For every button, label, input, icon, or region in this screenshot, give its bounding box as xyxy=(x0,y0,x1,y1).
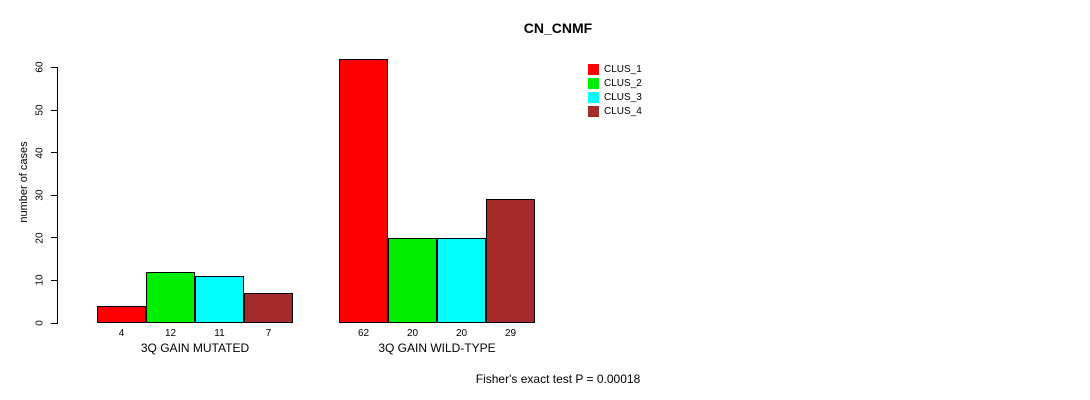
legend-swatch-icon xyxy=(588,64,599,75)
bar-value-label: 20 xyxy=(455,328,468,339)
legend: CLUS_1 CLUS_2 CLUS_3 CLUS_4 xyxy=(588,64,642,120)
legend-label: CLUS_3 xyxy=(604,92,642,103)
bar-clus_2-group2 xyxy=(388,238,437,323)
chart-title: CN_CNMF xyxy=(523,20,593,36)
bar-clus_3-group1 xyxy=(195,276,244,323)
bar-value-label: 7 xyxy=(265,328,272,339)
legend-swatch-icon xyxy=(588,78,599,89)
bar-clus_4-group1 xyxy=(244,293,293,323)
fisher-test-annotation: Fisher's exact test P = 0.00018 xyxy=(475,372,641,386)
y-axis-tick xyxy=(51,322,58,324)
bar-clus_3-group2 xyxy=(437,238,486,323)
y-axis-tick-label: 30 xyxy=(34,189,46,201)
bar-clus_4-group2 xyxy=(486,199,535,323)
y-axis-tick-label: 10 xyxy=(34,274,46,286)
bar-value-label: 29 xyxy=(504,328,517,339)
legend-item-clus_3: CLUS_3 xyxy=(588,92,642,103)
legend-label: CLUS_2 xyxy=(604,78,642,89)
y-axis-tick xyxy=(51,279,58,281)
y-axis-tick xyxy=(51,152,58,154)
bar-value-label: 4 xyxy=(118,328,125,339)
y-axis-tick-label: 20 xyxy=(34,232,46,244)
bar-value-label: 12 xyxy=(164,328,177,339)
legend-item-clus_4: CLUS_4 xyxy=(588,106,642,117)
legend-label: CLUS_1 xyxy=(604,64,642,75)
legend-swatch-icon xyxy=(588,92,599,103)
legend-item-clus_2: CLUS_2 xyxy=(588,78,642,89)
y-axis-tick xyxy=(51,237,58,239)
y-axis-tick-label: 60 xyxy=(34,61,46,73)
group-label-2: 3Q GAIN WILD-TYPE xyxy=(378,341,496,355)
y-axis-label: number of cases xyxy=(18,141,30,223)
y-axis-tick xyxy=(51,66,58,68)
y-axis-tick-label: 40 xyxy=(34,147,46,159)
bar-value-label: 62 xyxy=(357,328,370,339)
y-axis-tick xyxy=(51,194,58,196)
group-label-1: 3Q GAIN MUTATED xyxy=(140,341,250,355)
legend-label: CLUS_4 xyxy=(604,106,642,117)
y-axis-tick-label: 0 xyxy=(34,320,46,326)
bar-clus_1-group1 xyxy=(97,306,146,323)
bar-value-label: 11 xyxy=(214,328,225,339)
legend-item-clus_1: CLUS_1 xyxy=(588,64,642,75)
bar-value-label: 20 xyxy=(406,328,419,339)
y-axis-tick-label: 50 xyxy=(34,104,46,116)
bar-clus_1-group2 xyxy=(339,59,388,323)
bar-clus_2-group1 xyxy=(146,272,195,323)
legend-swatch-icon xyxy=(588,106,599,117)
y-axis-tick xyxy=(51,109,58,111)
